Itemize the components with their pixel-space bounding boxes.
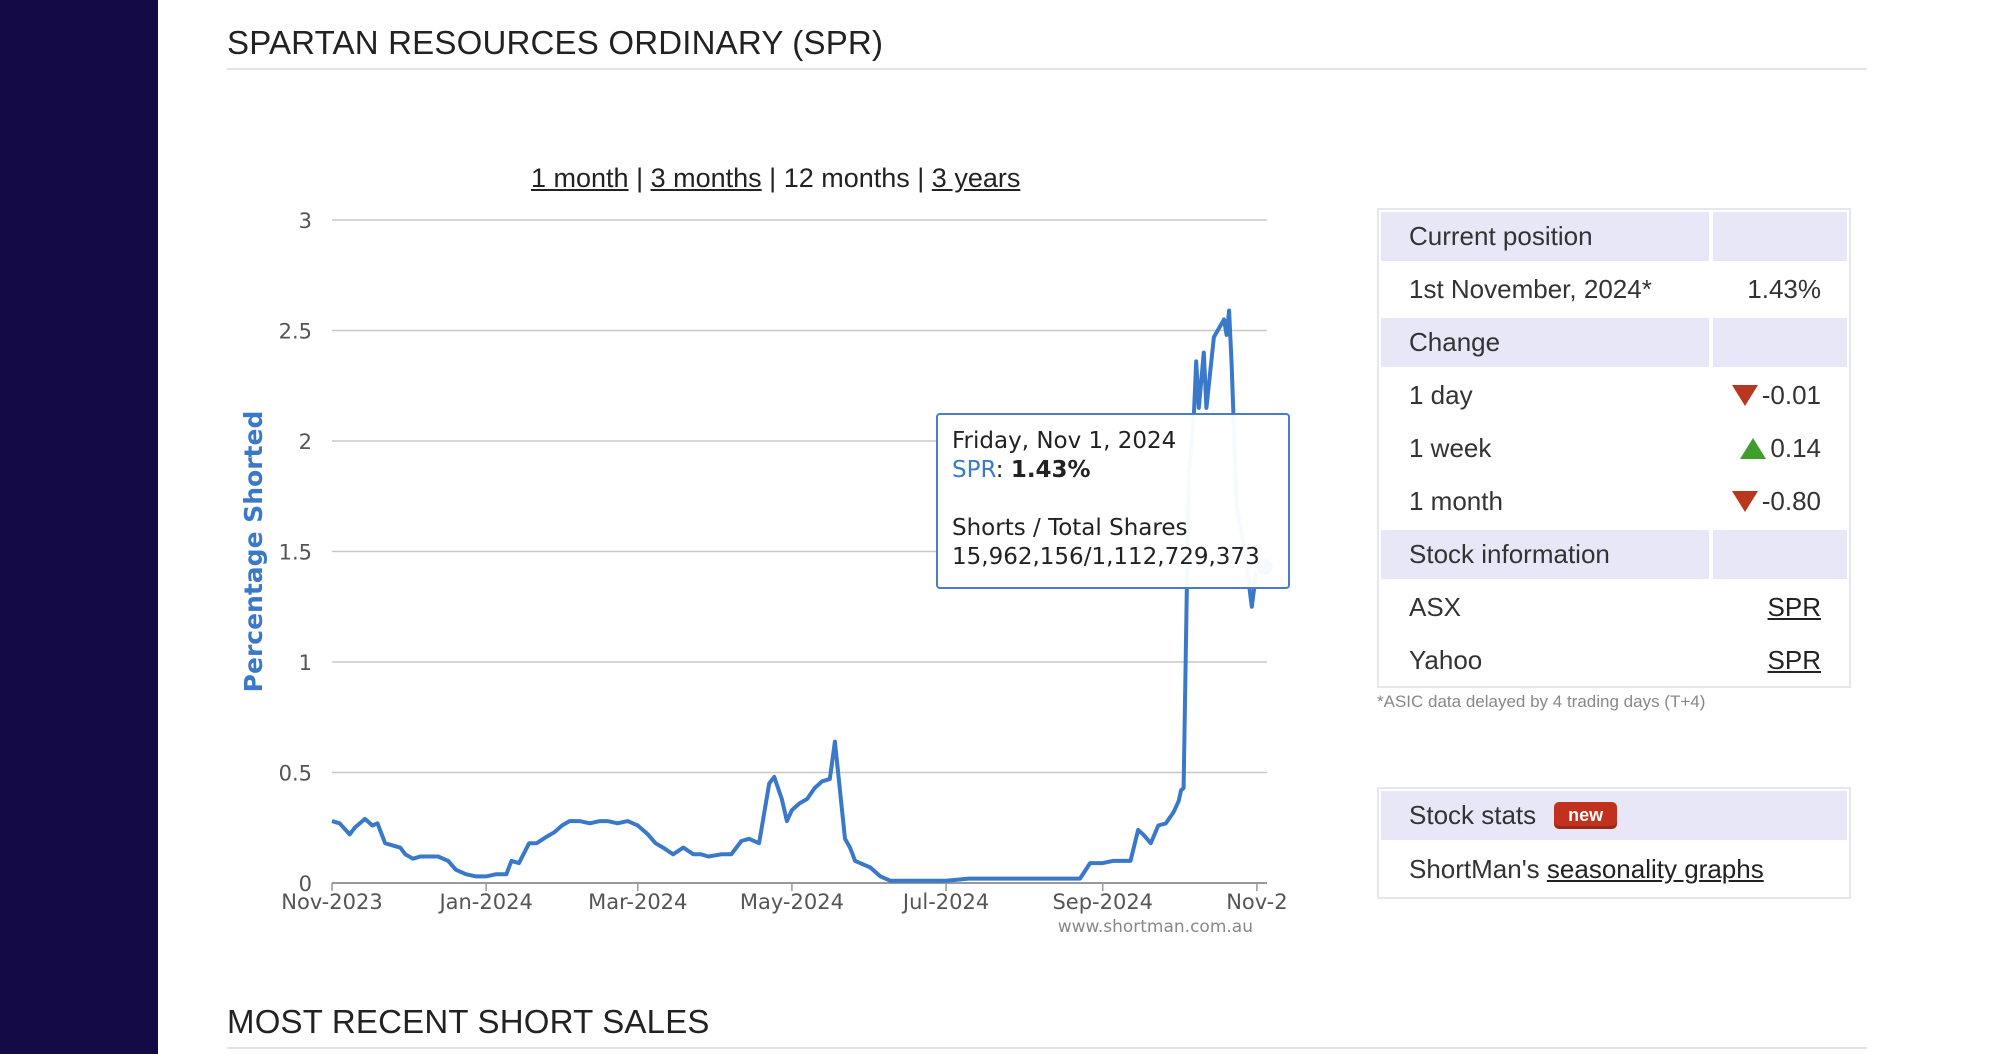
change-period: 1 week bbox=[1409, 433, 1492, 463]
stock-stats-header: Stock stats new bbox=[1381, 791, 1847, 840]
change-row: 1 month -0.80 bbox=[1381, 477, 1847, 526]
stock-link-asx[interactable]: SPR bbox=[1767, 592, 1821, 622]
y-tick-label: 1.5 bbox=[279, 541, 312, 565]
y-axis-ticks: 0 0.5 1 1.5 2 2.5 3 bbox=[279, 209, 312, 896]
y-tick-label: 2.5 bbox=[279, 320, 312, 344]
range-separator: | bbox=[909, 163, 932, 193]
seasonality-prefix: ShortMan's bbox=[1409, 853, 1547, 884]
change-value: 0.14 bbox=[1770, 433, 1821, 463]
new-badge: new bbox=[1554, 802, 1618, 829]
series-line-spr[interactable] bbox=[331, 308, 1259, 883]
change-period: 1 day bbox=[1409, 380, 1473, 410]
arrow-down-icon bbox=[1731, 491, 1758, 512]
stock-link-row: ASX SPR bbox=[1381, 583, 1847, 632]
change-value: -0.01 bbox=[1761, 380, 1821, 410]
range-3-years[interactable]: 3 years bbox=[931, 163, 1021, 193]
recent-short-sales-title: MOST RECENT SHORT SALES bbox=[227, 1003, 1867, 1049]
stock-stats-panel: Stock stats new ShortMan's seasonality gr… bbox=[1377, 787, 1851, 899]
stock-link-yahoo[interactable]: SPR bbox=[1767, 645, 1821, 675]
range-3-months[interactable]: 3 months bbox=[650, 163, 762, 193]
x-tick-label: Nov-2023 bbox=[281, 890, 382, 914]
stock-link-row: Yahoo SPR bbox=[1381, 636, 1847, 685]
change-row: 1 day -0.01 bbox=[1381, 371, 1847, 420]
current-position-header: Current position bbox=[1381, 212, 1847, 261]
change-row: 1 week 0.14 bbox=[1381, 424, 1847, 473]
stock-info-header: Stock information bbox=[1381, 530, 1847, 579]
page-title: SPARTAN RESOURCES ORDINARY (SPR) bbox=[227, 24, 1867, 70]
current-position-row: 1st November, 2024* 1.43% bbox=[1381, 265, 1847, 314]
y-tick-label: 3 bbox=[299, 209, 312, 233]
short-position-chart: 0 0.5 1 1.5 2 2.5 3 Nov-2023 Jan-2024 Mar-2024 Ma… bbox=[239, 209, 1288, 937]
range-12-months: 12 months bbox=[783, 163, 910, 193]
tooltip-series-row: SPR: 1.43% bbox=[952, 457, 1091, 483]
range-1-month[interactable]: 1 month bbox=[531, 163, 629, 193]
y-tick-label: 2 bbox=[299, 430, 312, 454]
x-tick-label: Sep-2024 bbox=[1052, 890, 1153, 914]
range-separator: | bbox=[761, 163, 784, 193]
tooltip-shorts-label: Shorts / Total Shares bbox=[952, 515, 1188, 541]
x-axis-ticks: Nov-2023 Jan-2024 Mar-2024 May-2024 Jul-2024… bbox=[281, 883, 1288, 914]
range-separator: | bbox=[628, 163, 651, 193]
current-position-panel: Current position 1st November, 2024* 1.4… bbox=[1377, 208, 1851, 688]
tooltip-value: 1.43% bbox=[1010, 457, 1091, 483]
change-value: -0.80 bbox=[1761, 486, 1821, 516]
stock-link-source: Yahoo bbox=[1409, 645, 1483, 675]
current-date: 1st November, 2024* bbox=[1409, 274, 1652, 304]
seasonality-graphs-link[interactable]: seasonality graphs bbox=[1546, 853, 1764, 884]
seasonality-line: ShortMan's seasonality graphs bbox=[1381, 844, 1847, 894]
left-sidebar bbox=[0, 0, 158, 1054]
range-selector: 1 month | 3 months | 12 months | 3 years bbox=[531, 163, 1020, 194]
x-tick-label: Nov-2 bbox=[1226, 890, 1287, 914]
x-tick-label: Jul-2024 bbox=[901, 890, 989, 914]
stock-link-source: ASX bbox=[1409, 592, 1462, 622]
tooltip-date: Friday, Nov 1, 2024 bbox=[952, 428, 1177, 454]
y-tick-label: 0.5 bbox=[279, 762, 312, 786]
x-tick-label: Jan-2024 bbox=[437, 890, 532, 914]
change-header: Change bbox=[1381, 318, 1847, 367]
tooltip-shorts-value: 15,962,156/1,112,729,373 bbox=[952, 544, 1260, 570]
y-tick-label: 1 bbox=[299, 651, 312, 675]
chart-watermark: www.shortman.com.au bbox=[1058, 917, 1253, 937]
current-value: 1.43% bbox=[1747, 274, 1821, 304]
x-tick-label: May-2024 bbox=[740, 890, 844, 914]
chart-tooltip: Friday, Nov 1, 2024 SPR: 1.43% Shorts / … bbox=[936, 413, 1290, 589]
change-period: 1 month bbox=[1409, 486, 1503, 516]
y-tick-label: 0 bbox=[299, 872, 312, 896]
tooltip-series-name: SPR bbox=[952, 457, 996, 483]
arrow-down-icon bbox=[1731, 385, 1758, 406]
stock-stats-title: Stock stats bbox=[1409, 800, 1537, 830]
y-axis-label: Percentage Shorted bbox=[239, 411, 268, 693]
arrow-up-icon bbox=[1740, 438, 1767, 459]
asic-footnote: *ASIC data delayed by 4 trading days (T+… bbox=[1377, 692, 1706, 711]
x-tick-label: Mar-2024 bbox=[588, 890, 687, 914]
chart-grid bbox=[332, 219, 1267, 884]
